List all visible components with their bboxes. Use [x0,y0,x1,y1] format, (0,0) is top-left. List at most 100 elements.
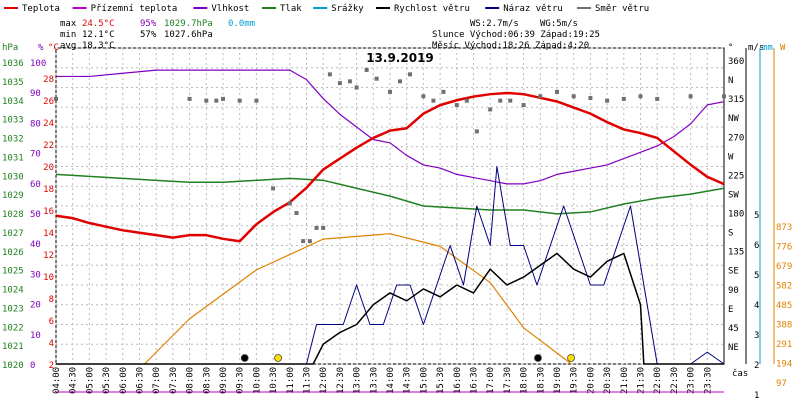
stats-min-temp: 12.1°C [82,30,115,40]
wind-direction-point [621,96,626,101]
tick-label-hpa: 1036 [2,59,24,69]
tick-label-direction: 135 [728,248,744,258]
tick-label-direction: E [728,305,733,315]
tick-label-c: 24 [43,119,54,129]
series-pressure [55,173,725,215]
tick-label-hpa: 1021 [2,342,24,352]
tick-label-c: 14 [43,229,54,239]
tick-label-w: 388 [776,321,792,331]
wind-direction-point [307,239,312,244]
series-humidity [56,69,725,185]
tick-label-hpa: 1034 [2,97,24,107]
legend-label: Náraz větru [503,4,563,14]
tick-label-time: 10:30 [269,367,279,394]
wind-direction-point [254,98,259,103]
wind-direction-point [722,94,726,99]
wind-direction-point [321,225,326,230]
tick-label-direction: SE [728,267,739,277]
tick-label-time: 11:30 [303,367,313,394]
wind-direction-point [454,103,459,108]
moonrise-marker [534,354,542,362]
stats-max-temp: 24.5°C [82,19,115,29]
tick-label-pct: 70 [30,150,41,160]
tick-label-direction: 225 [728,171,744,181]
tick-label-time: 21:30 [637,367,647,394]
tick-label-direction: SW [728,190,739,200]
chart-title: 13.9.2019 [366,51,434,65]
wind-direction-point [508,98,513,103]
tick-label-time: 19:30 [570,367,580,394]
tick-label-direction: 360 [728,57,744,67]
wind-direction-point [555,89,559,94]
tick-label-hpa: 1031 [2,153,24,163]
tick-label-c: 10 [43,273,54,283]
tick-label-time: 16:00 [453,367,463,394]
tick-label-time: 04:00 [52,367,62,394]
tick-label-pct: 30 [30,270,41,280]
tick-label-time: 09:30 [236,367,246,394]
sunset-marker [567,354,575,362]
tick-label-time: 14:00 [386,367,396,394]
tick-label-ms: 5 [754,271,759,281]
tick-label-time: 22:00 [653,367,663,394]
tick-label-c: 8 [49,295,54,305]
tick-label-w: 194 [776,360,792,370]
wind-direction-point [408,72,413,77]
legend-label: Směr větru [595,4,649,14]
wind-direction-point [421,94,426,99]
tick-label-c: 2 [49,361,54,371]
stats-moon: Měsíc Východ:18:26 Západ:4:20 [432,41,589,51]
tick-label-c: 12 [43,251,54,261]
tick-label-c: 28 [43,75,54,85]
tick-label-time: 20:30 [603,367,613,394]
tick-label-w: 485 [776,301,792,311]
wind-direction-point [441,89,446,94]
tick-label-time: 10:00 [252,367,262,394]
tick-label-pct: 40 [30,240,41,250]
tick-label-w: 873 [776,223,792,233]
tick-label-direction: N [728,76,733,86]
stats-max-hum: 95% [140,19,157,29]
tick-label-w: 291 [776,340,792,350]
tick-label-w: 97 [776,379,787,389]
tick-label-ms: 5 [754,211,759,221]
wind-direction-point [204,98,209,103]
tick-label-ms: 6 [754,241,759,251]
tick-label-c: 18 [43,185,54,195]
tick-label-time: 05:00 [85,367,95,394]
tick-label-direction: NE [728,343,739,353]
tick-label-time: 12:00 [319,367,329,394]
tick-label-ms: 3 [754,331,759,341]
wind-direction-point [605,98,610,103]
tick-label-pct: 80 [30,119,41,129]
axis-label-deg: ° [728,43,733,53]
tick-label-pct: 0 [30,361,35,371]
stats-sun: Slunce Východ:06:39 Západ:19:25 [432,30,600,40]
tick-label-c: 26 [43,97,54,107]
moonset-marker [240,354,249,362]
tick-label-pct: 90 [30,89,41,99]
stats-max-press: 1029.7hPa [164,19,213,29]
tick-label-direction: 45 [728,324,739,334]
wind-direction-point [431,98,436,103]
wind-direction-point [388,89,392,94]
tick-label-direction: 270 [728,133,744,143]
legend-label: Teplota [22,4,60,14]
tick-label-time: 08:30 [202,367,212,394]
stats-avg-label: avg [60,41,76,51]
legend-label: Srážky [331,4,364,14]
tick-label-w: 679 [776,262,792,272]
tick-label-time: 17:00 [486,367,496,394]
axis-label-c: °C [48,43,59,53]
series-wind-gust [56,166,725,365]
legend-label: Vlhkost [211,4,249,14]
tick-label-time: 23:30 [703,367,713,394]
tick-label-ms: 4 [754,301,759,311]
axis-label-time: čas [732,368,748,379]
tick-label-c: 16 [43,207,54,217]
tick-label-time: 20:00 [586,367,596,394]
tick-label-hpa: 1022 [2,323,24,333]
tick-label-direction: NW [728,114,739,124]
tick-label-time: 14:30 [403,367,413,394]
